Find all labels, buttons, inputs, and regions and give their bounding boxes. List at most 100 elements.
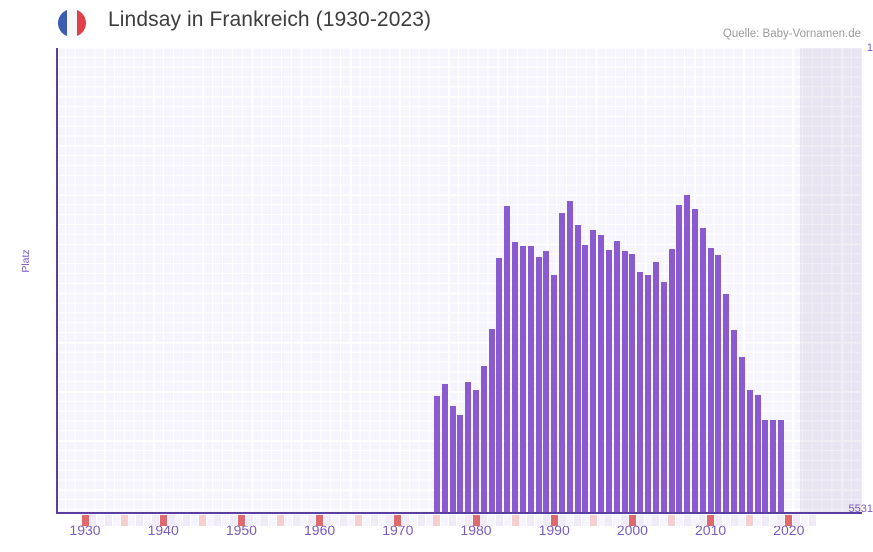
france-flag-icon: [58, 9, 86, 37]
bar: [762, 419, 769, 513]
axis-marker: [754, 515, 762, 526]
axis-marker: [402, 515, 410, 526]
bar: [754, 395, 761, 513]
bar: [746, 390, 753, 513]
axis-marker: [581, 515, 589, 526]
bar: [504, 206, 511, 513]
axis-marker: [316, 515, 324, 526]
bar: [613, 240, 620, 513]
axis-marker: [808, 515, 816, 526]
axis-marker: [355, 515, 363, 526]
bar: [598, 234, 605, 513]
axis-marker: [433, 515, 441, 526]
axis-marker: [589, 515, 597, 526]
axis-marker: [722, 515, 730, 526]
x-axis-tick-label: 1930: [69, 522, 101, 538]
axis-marker: [284, 515, 292, 526]
axis-marker: [480, 515, 488, 526]
axis-marker: [441, 515, 449, 526]
axis-marker: [738, 515, 746, 526]
bar: [605, 249, 612, 513]
y-axis-top-label: 1: [866, 42, 873, 54]
axis-marker: [730, 515, 738, 526]
axis-marker: [714, 515, 722, 526]
bar-series: [56, 48, 862, 513]
axis-marker: [511, 515, 519, 526]
axis-marker: [597, 515, 605, 526]
axis-marker: [378, 515, 386, 526]
axis-marker: [464, 515, 472, 526]
axis-marker: [409, 515, 417, 526]
axis-marker: [793, 515, 801, 526]
axis-marker: [456, 515, 464, 526]
x-axis-tick-label: 1990: [538, 522, 570, 538]
x-axis-tick-label: 2000: [616, 522, 648, 538]
chart-title: Lindsay in Frankreich (1930-2023): [108, 8, 432, 31]
bar: [465, 381, 472, 513]
chart-header: Lindsay in Frankreich (1930-2023) Quelle…: [0, 0, 873, 46]
axis-marker: [621, 515, 629, 526]
axis-marker: [495, 515, 503, 526]
bar: [684, 195, 691, 513]
axis-marker: [104, 515, 112, 526]
axis-marker: [245, 515, 253, 526]
y-axis-line: [56, 48, 58, 514]
bar: [433, 396, 440, 513]
axis-marker: [785, 515, 793, 526]
bar: [676, 205, 683, 513]
axis-marker: [746, 515, 754, 526]
axis-marker: [574, 515, 582, 526]
axis-marker: [167, 515, 175, 526]
axis-marker: [159, 515, 167, 526]
axis-marker: [363, 515, 371, 526]
axis-marker: [128, 515, 136, 526]
bar: [738, 356, 745, 513]
bar: [707, 248, 714, 513]
axis-marker: [97, 515, 105, 526]
axis-marker: [769, 515, 777, 526]
bar: [582, 244, 589, 513]
x-axis-tick-label: 2020: [773, 522, 805, 538]
axis-marker: [566, 515, 574, 526]
axis-marker: [699, 515, 707, 526]
axis-marker: [675, 515, 683, 526]
axis-marker: [542, 515, 550, 526]
bar: [691, 209, 698, 513]
axis-marker: [206, 515, 214, 526]
axis-marker: [488, 515, 496, 526]
axis-marker: [628, 515, 636, 526]
axis-marker: [370, 515, 378, 526]
axis-marker: [190, 515, 198, 526]
axis-marker: [339, 515, 347, 526]
axis-marker: [417, 515, 425, 526]
axis-marker: [394, 515, 402, 526]
bar: [574, 224, 581, 513]
axis-marker: [660, 515, 668, 526]
x-axis-line: [56, 512, 862, 514]
axis-marker: [691, 515, 699, 526]
bar: [457, 414, 464, 513]
bar: [480, 365, 487, 513]
axis-marker: [237, 515, 245, 526]
bar: [488, 328, 495, 513]
bar: [770, 420, 777, 513]
axis-marker: [652, 515, 660, 526]
axis-marker: [308, 515, 316, 526]
bar: [715, 254, 722, 513]
bar: [449, 406, 456, 513]
bar: [645, 275, 652, 513]
axis-marker: [449, 515, 457, 526]
axis-marker: [386, 515, 394, 526]
bar: [668, 248, 675, 513]
axis-marker: [683, 515, 691, 526]
x-axis-tick-label: 1960: [304, 522, 336, 538]
axis-marker: [558, 515, 566, 526]
axis-marker: [777, 515, 785, 526]
axis-marker: [527, 515, 535, 526]
axis-marker: [175, 515, 183, 526]
axis-marker: [136, 515, 144, 526]
axis-marker: [472, 515, 480, 526]
bar: [441, 384, 448, 513]
axis-marker: [120, 515, 128, 526]
x-axis-tick-label: 1940: [147, 522, 179, 538]
